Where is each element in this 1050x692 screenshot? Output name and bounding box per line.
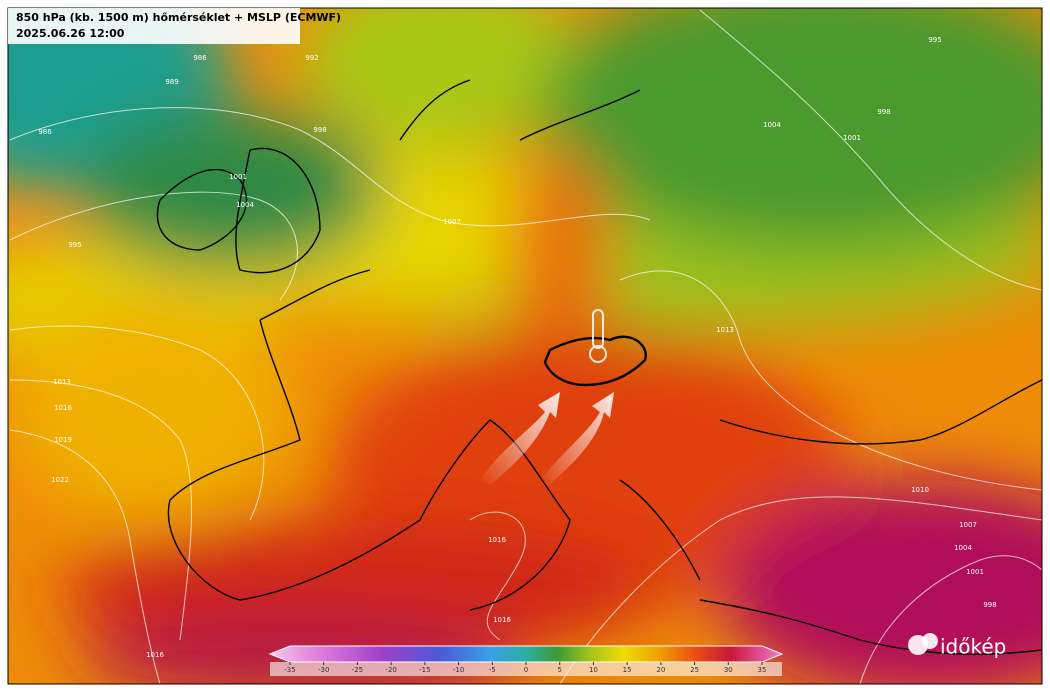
- isobar-label: 1016: [54, 404, 72, 412]
- colorbar-tick-label: -15: [419, 666, 430, 674]
- isobar-label: 1013: [716, 326, 734, 334]
- isobar-label: 1016: [146, 651, 164, 659]
- colorbar-tick-label: 35: [758, 666, 767, 674]
- isobar-label: 1004: [954, 544, 972, 552]
- colorbar: -35 -30 -25 -20 -15 -10 -5 0 5 10 15 20 25 30 35: [268, 645, 784, 676]
- colorbar-tick-label: 10: [589, 666, 598, 674]
- isobar-label: 1019: [54, 436, 72, 444]
- isobar-label: 1001: [966, 568, 984, 576]
- colorbar-tick-label: -5: [489, 666, 496, 674]
- map-title: 850 hPa (kb. 1500 m) hőmérséklet + MSLP …: [16, 11, 341, 24]
- colorbar-tick-label: 30: [724, 666, 733, 674]
- colorbar-tick-label: 15: [623, 666, 632, 674]
- colorbar-tick-label: -10: [453, 666, 464, 674]
- colorbar-tick-label: 5: [557, 666, 561, 674]
- isobar-label: 1007: [443, 218, 461, 226]
- timestamp: 2025.06.26 12:00: [16, 27, 125, 40]
- isobar-label: 1013: [53, 378, 71, 386]
- isobar-label: 986: [193, 54, 207, 62]
- coastlines: [156, 79, 1042, 655]
- isobars: [9, 9, 1042, 684]
- isobar-label: 1007: [959, 521, 977, 529]
- warm-advection-arrows: [480, 392, 614, 486]
- colorbar-tick-label: -20: [385, 666, 396, 674]
- thermometer-icon: [589, 309, 607, 363]
- colorbar-tick-label: -30: [318, 666, 329, 674]
- isobar-label: 1001: [229, 173, 247, 181]
- logo-text: időkép: [940, 635, 1006, 659]
- isobar-label: 1004: [236, 201, 254, 209]
- isobar-label: 992: [305, 54, 318, 62]
- isobar-label: 995: [68, 241, 81, 249]
- isobar-label: 998: [983, 601, 996, 609]
- title-box: [8, 8, 300, 44]
- isobar-label: 1004: [763, 121, 781, 129]
- colorbar-tick-label: -35: [284, 666, 295, 674]
- logo: időkép: [908, 633, 1006, 659]
- isobar-label: 989: [165, 78, 178, 86]
- isobar-label: 1010: [911, 486, 929, 494]
- isobar-label: 1001: [843, 134, 861, 142]
- colorbar-tick-label: 0: [524, 666, 528, 674]
- isobar-label: 1016: [493, 616, 511, 624]
- isobar-label: 986: [38, 128, 52, 136]
- colorbar-tick-label: 25: [690, 666, 699, 674]
- isobar-labels: 986 989 992 998 1001 1004 1007 995 986 995 998 1004…: [38, 36, 996, 659]
- isobar-label: 998: [877, 108, 890, 116]
- colorbar-tick-label: -25: [352, 666, 363, 674]
- isobar-label: 1022: [51, 476, 69, 484]
- isobar-label: 995: [928, 36, 941, 44]
- isobar-label: 1016: [488, 536, 506, 544]
- colorbar-tick-label: 20: [656, 666, 665, 674]
- isobar-label: 998: [313, 126, 326, 134]
